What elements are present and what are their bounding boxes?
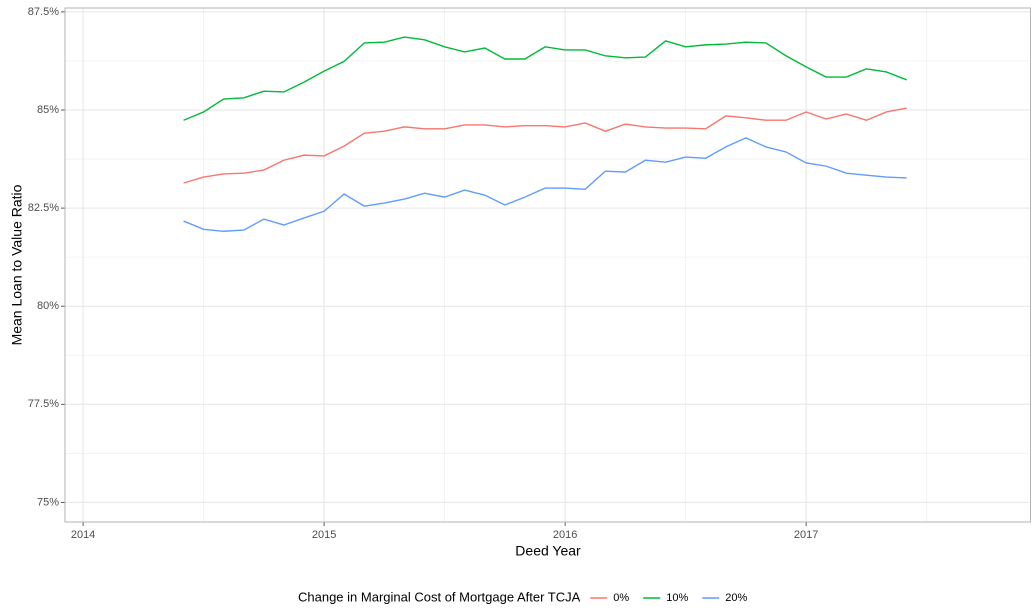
x-axis-title: Deed Year <box>515 543 581 559</box>
x-tick-label: 2014 <box>71 529 95 541</box>
y-tick-label: 85% <box>37 104 59 116</box>
legend-label: 0% <box>613 592 629 604</box>
y-axis-title: Mean Loan to Value Ratio <box>9 184 25 345</box>
y-tick-label: 82.5% <box>28 202 59 214</box>
y-tick-label: 80% <box>37 300 59 312</box>
legend-title: Change in Marginal Cost of Mortgage Afte… <box>298 589 581 604</box>
series-line <box>183 107 907 184</box>
grid <box>65 8 1031 522</box>
y-tick-label: 77.5% <box>28 398 59 410</box>
series-line <box>183 36 907 121</box>
panel-border <box>64 7 1031 523</box>
x-tick-label: 2017 <box>794 529 818 541</box>
x-tick-label: 2016 <box>553 529 577 541</box>
legend-label: 10% <box>666 592 688 604</box>
y-tick-label: 87.5% <box>28 6 59 18</box>
legend-label: 20% <box>725 592 747 604</box>
series-line <box>183 137 907 232</box>
x-tick-label: 2015 <box>312 529 336 541</box>
y-tick-label: 75% <box>37 496 59 508</box>
